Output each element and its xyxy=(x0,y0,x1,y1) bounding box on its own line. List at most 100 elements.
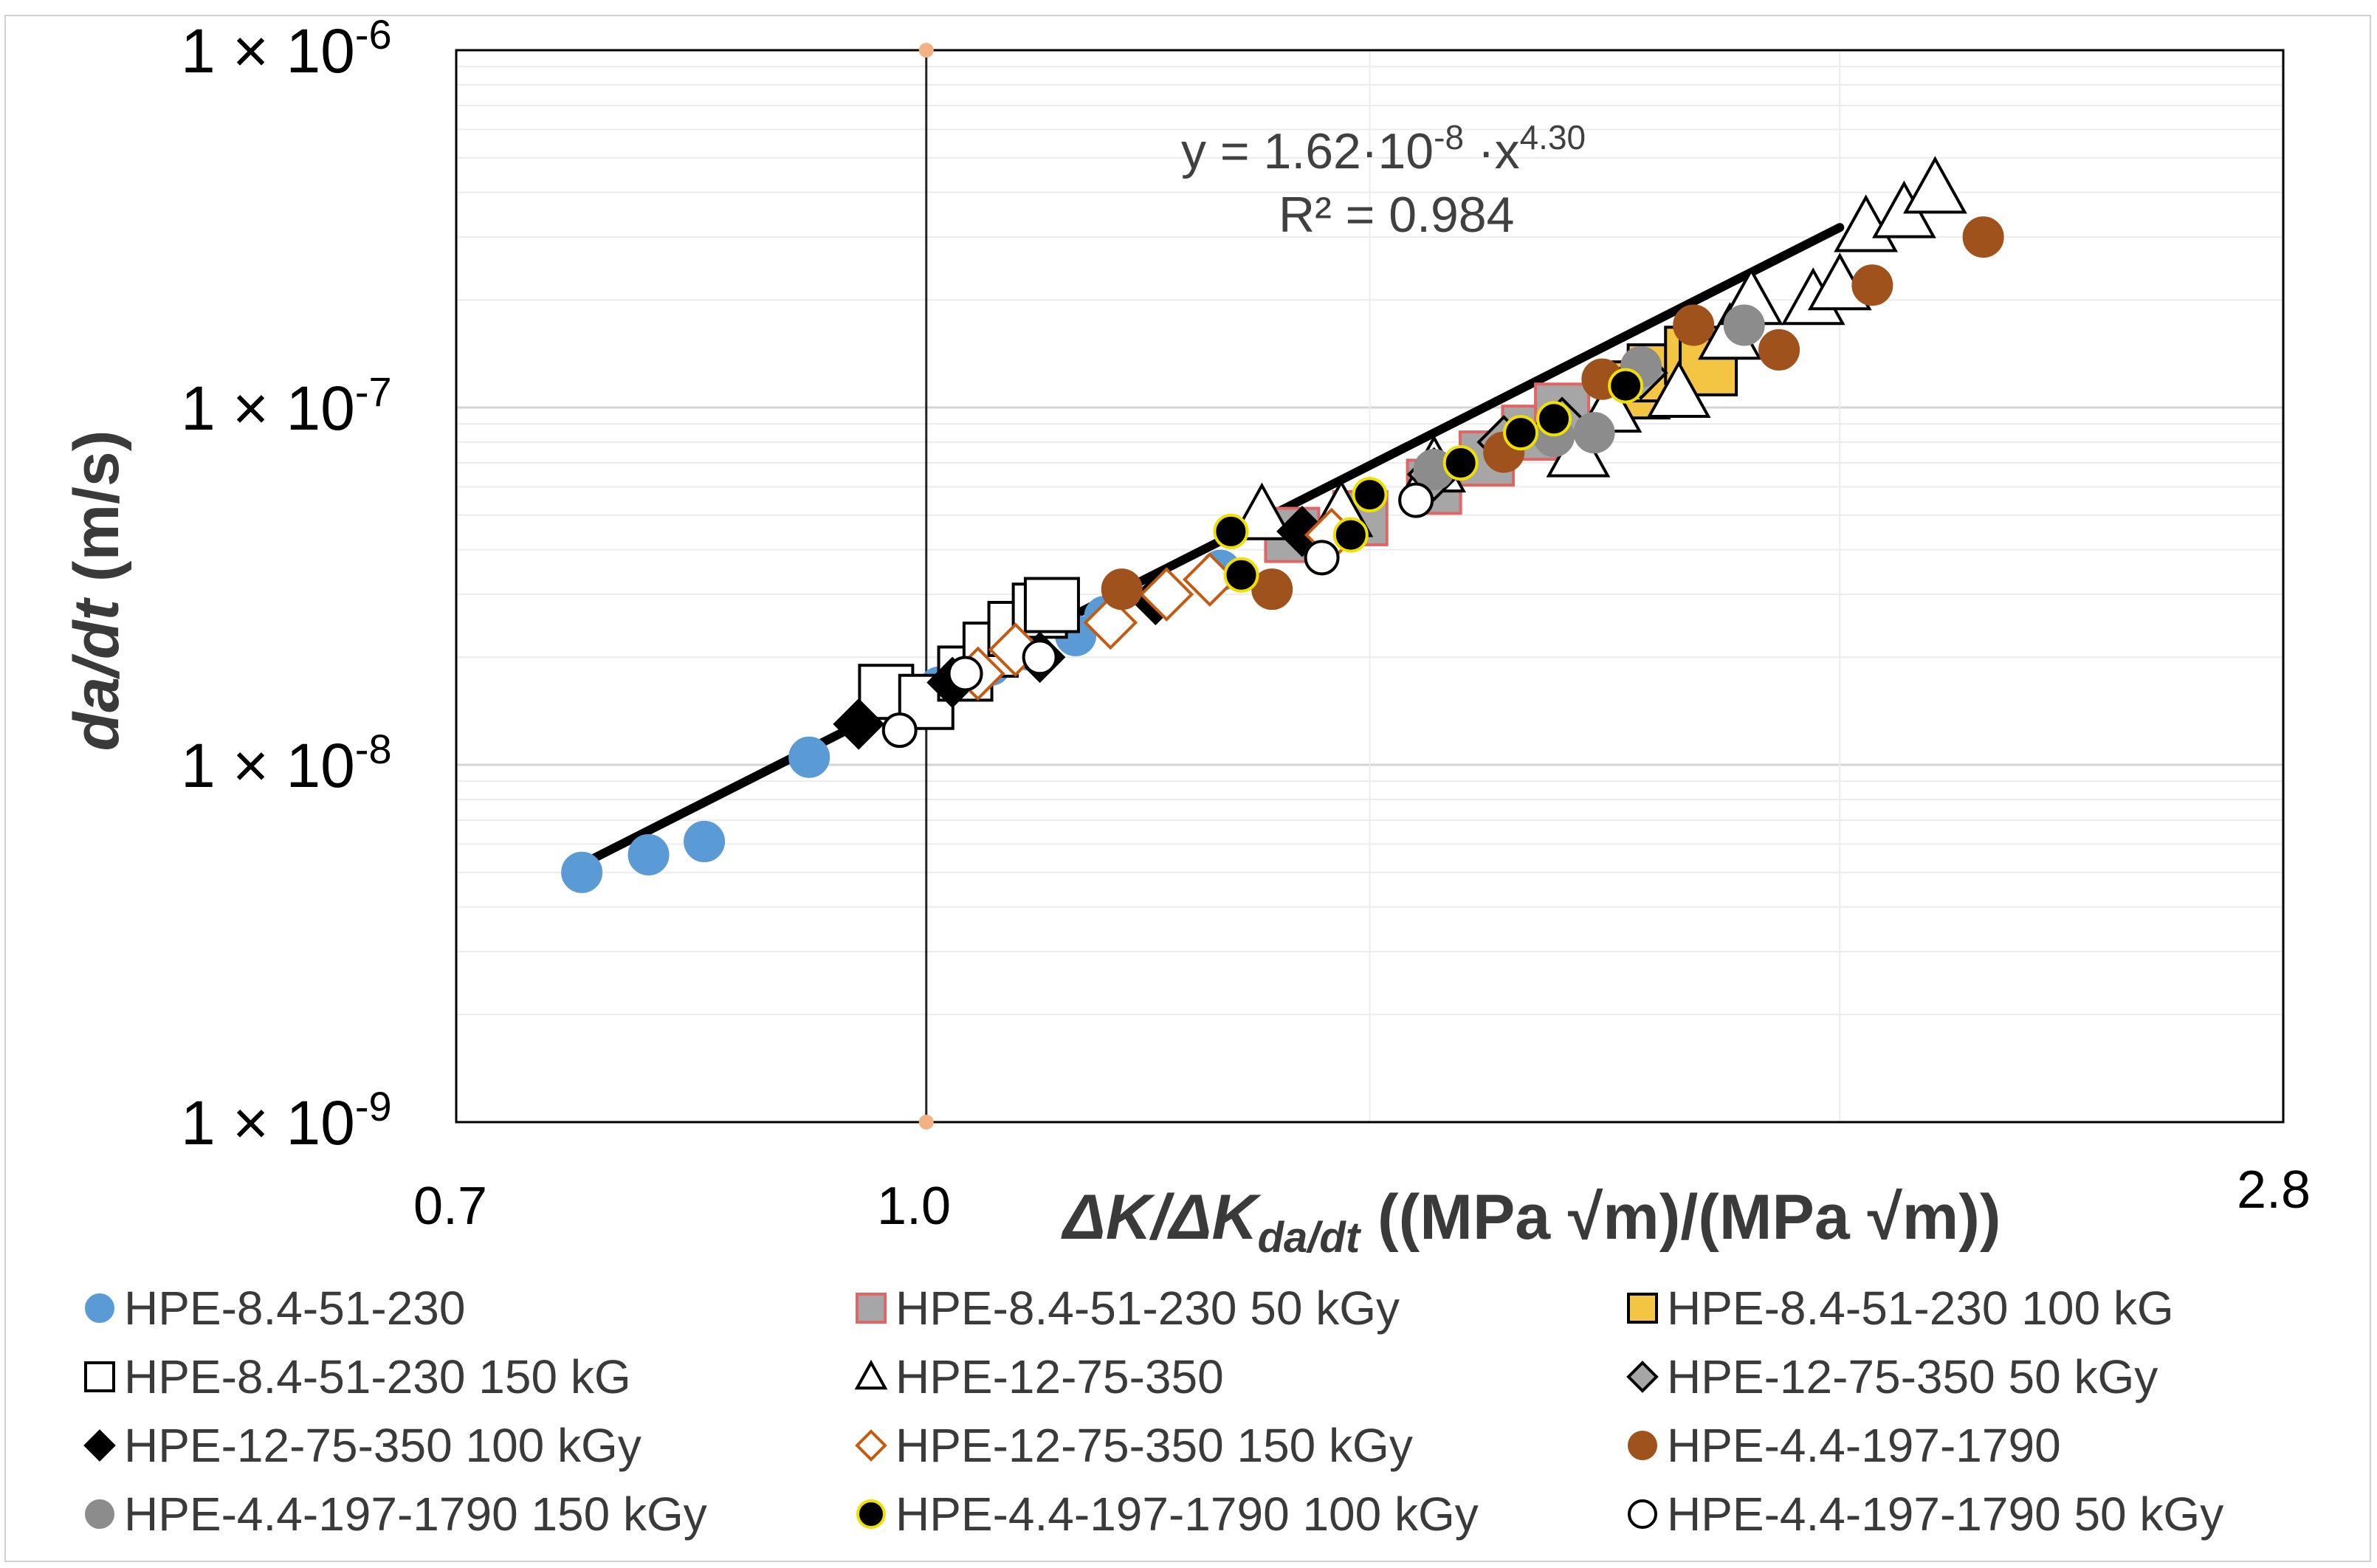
legend-marker-shape xyxy=(1627,1292,1658,1324)
legend-label: HPE-4.4-197-1790 100 kGy xyxy=(895,1487,1479,1541)
chart-frame xyxy=(4,15,2371,1562)
series-11 xyxy=(881,482,1434,749)
data-point xyxy=(1023,577,1080,633)
trendline-group xyxy=(577,223,1845,869)
data-point xyxy=(1536,401,1572,437)
legend-item: HPE-12-75-350 100 kGy xyxy=(81,1411,853,1479)
legend-item: HPE-8.4-51-230 xyxy=(81,1273,853,1342)
legend-marker-shape xyxy=(85,1499,114,1529)
data-point xyxy=(788,736,830,778)
data-point xyxy=(1758,329,1800,371)
legend-marker-icon xyxy=(1628,1430,1657,1460)
legend-item: HPE-4.4-197-1790 100 kGy xyxy=(853,1479,1624,1548)
data-point xyxy=(1851,264,1893,306)
legend-marker-icon xyxy=(1626,1360,1659,1393)
legend-label: HPE-8.4-51-230 150 kG xyxy=(124,1349,631,1403)
y-tick-label: 1 × 10-9 xyxy=(181,1083,392,1158)
legend-marker-shape xyxy=(1628,1430,1657,1460)
legend-marker-icon xyxy=(855,1428,887,1462)
legend-label: HPE-8.4-51-230 100 kG xyxy=(1667,1281,2174,1335)
data-point xyxy=(1022,639,1058,675)
legend-marker-icon xyxy=(856,1292,887,1324)
legend-marker-icon xyxy=(85,1293,114,1323)
data-point xyxy=(1503,415,1539,451)
legend-item: HPE-12-75-350 150 kGy xyxy=(853,1411,1624,1479)
reference-line-top-marker xyxy=(918,43,934,58)
legend-label: HPE-8.4-51-230 xyxy=(124,1281,466,1335)
data-point xyxy=(1139,567,1194,622)
legend-label: HPE-12-75-350 100 kGy xyxy=(124,1418,641,1472)
legend-marker-shape xyxy=(856,1292,887,1324)
legend-item: HPE-8.4-51-230 150 kG xyxy=(81,1342,853,1411)
legend-label: HPE-12-75-350 50 kGy xyxy=(1667,1349,2158,1403)
data-points xyxy=(561,156,2004,893)
data-point xyxy=(1646,360,1711,418)
data-point xyxy=(947,656,983,692)
data-point xyxy=(1332,517,1369,553)
legend-marker-icon xyxy=(83,1428,116,1462)
data-point xyxy=(1673,304,1715,346)
data-point xyxy=(1962,216,2004,258)
legend-marker-shape xyxy=(85,1293,114,1323)
legend-marker-shape xyxy=(856,1499,886,1529)
x-axis-title: ΔK/ΔKda/dt ((MPa √m)/(MPa √m)) xyxy=(1061,1182,2001,1262)
x-tick-label: 0.7 xyxy=(413,1177,487,1236)
legend-marker-icon xyxy=(1627,1292,1658,1324)
y-tick-label: 1 × 10-6 xyxy=(181,11,392,86)
legend-label: HPE-8.4-51-230 50 kGy xyxy=(895,1281,1400,1335)
y-tick-label: 1 × 10-8 xyxy=(181,726,392,800)
data-point xyxy=(627,833,670,876)
legend-marker-icon xyxy=(856,1499,886,1529)
trendline xyxy=(577,223,1845,869)
data-point xyxy=(684,820,726,862)
data-point xyxy=(1723,304,1765,346)
data-point xyxy=(1213,513,1249,549)
legend-marker-shape xyxy=(855,1428,887,1462)
series-8 xyxy=(1101,216,2004,611)
legend-item: HPE-4.4-197-1790 50 kGy xyxy=(1624,1479,2362,1548)
legend-label: HPE-12-75-350 150 kGy xyxy=(895,1418,1413,1472)
trendline-r-squared: R² = 0.984 xyxy=(1279,187,1514,243)
x-tick-label: 2.8 xyxy=(2237,1160,2311,1220)
legend-marker-shape xyxy=(854,1359,888,1389)
legend-marker-shape xyxy=(84,1361,115,1392)
legend-marker-icon xyxy=(85,1499,114,1529)
legend-item: HPE-4.4-197-1790 xyxy=(1624,1411,2362,1479)
trendline-equation: y = 1.62·10-8 ·x4.30 xyxy=(1181,118,1586,179)
reference-line-bottom-marker xyxy=(918,1115,934,1129)
legend-item: HPE-4.4-197-1790 150 kGy xyxy=(81,1479,853,1548)
legend-label: HPE-4.4-197-1790 xyxy=(1667,1418,2061,1472)
legend-label: HPE-4.4-197-1790 50 kGy xyxy=(1667,1487,2224,1541)
data-point xyxy=(1573,412,1615,454)
legend: HPE-8.4-51-230 HPE-8.4-51-230 50 kGy HPE-8… xyxy=(81,1273,2296,1554)
data-point xyxy=(1083,595,1138,650)
data-point xyxy=(1398,482,1434,518)
legend-marker-icon xyxy=(854,1359,888,1389)
legend-marker-icon xyxy=(1628,1499,1657,1529)
legend-item: HPE-8.4-51-230 50 kGy xyxy=(853,1273,1624,1342)
legend-marker-shape xyxy=(1626,1360,1659,1393)
legend-item: HPE-8.4-51-230 100 kG xyxy=(1624,1273,2362,1342)
data-point xyxy=(561,851,603,893)
plot-area-border xyxy=(455,49,2285,1124)
data-point xyxy=(1608,368,1644,404)
data-point xyxy=(1101,568,1143,611)
legend-label: HPE-12-75-350 xyxy=(895,1349,1224,1403)
data-point xyxy=(1223,557,1259,593)
legend-item: HPE-12-75-350 xyxy=(853,1342,1624,1411)
chart-canvas: 1 × 10-6 1 × 10-7 1 × 10-8 1 × 10-9 0.7 1.0 2.… xyxy=(61,11,2311,1262)
legend-marker-shape xyxy=(1628,1499,1657,1529)
axis-labels: 1 × 10-6 1 × 10-7 1 × 10-8 1 × 10-9 0.7 1.0 2.… xyxy=(61,11,2311,1262)
data-point xyxy=(833,698,885,750)
legend-label: HPE-4.4-197-1790 150 kGy xyxy=(124,1487,707,1541)
data-point xyxy=(1442,444,1479,481)
data-point xyxy=(1352,477,1388,513)
data-point xyxy=(1304,540,1340,576)
x-tick-label: 1.0 xyxy=(877,1177,951,1236)
y-tick-label: 1 × 10-7 xyxy=(181,368,392,443)
legend-marker-shape xyxy=(83,1428,116,1462)
axes xyxy=(455,43,2285,1129)
data-point xyxy=(1251,568,1293,611)
data-point xyxy=(1903,156,1967,214)
legend-marker-icon xyxy=(84,1361,115,1392)
